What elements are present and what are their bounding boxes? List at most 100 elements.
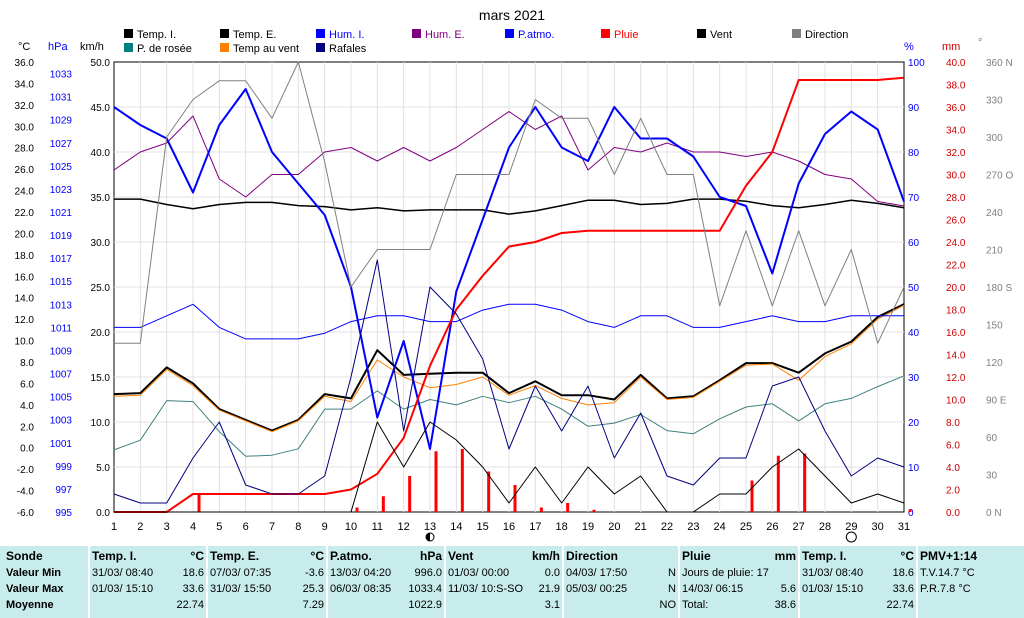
tick-temp: 10.0 [15,337,35,348]
tick-x: 28 [819,521,831,533]
tick-hpa: 1011 [50,323,72,334]
series-temp-i [114,198,905,215]
legend-swatch [792,29,801,38]
pmv-line: P.R.7.8 °C [920,583,971,595]
tick-deg: 360 N [986,58,1013,69]
tick-mm: 18.0 [946,306,966,317]
tick-temp: 4.0 [20,401,34,412]
series-rafales [113,259,905,504]
row-label: Valeur Max [6,583,64,595]
tick-deg: 150 [986,321,1003,332]
tick-mm: 16.0 [946,328,966,339]
tick-x: 14 [450,521,462,533]
tick-temp: 32.0 [15,101,35,112]
tick-temp: 22.0 [15,208,35,219]
value-avg-num: 38.6 [774,599,796,611]
tick-kmh: 35.0 [91,193,111,204]
tick-x: 3 [164,521,170,533]
unit-temp: °C [18,41,30,53]
value-min: 04/03/ 17:50 N [566,567,676,579]
value-avg: Total: 38.6 [682,599,796,611]
tick-hpa: 1025 [50,162,73,173]
tick-hum: 50 [908,283,920,294]
col-unit: mm [774,549,796,563]
tick-x: 6 [243,521,249,533]
tick-x: 10 [345,521,357,533]
panel-separator [798,546,800,618]
value-avg-num: 22.74 [886,599,914,611]
panel-separator [206,546,208,618]
tick-x: 16 [503,521,515,533]
grid [113,61,905,513]
row-label: Sonde [6,549,43,563]
tick-hpa: 1019 [50,231,73,242]
rain-bar [592,509,596,512]
summary-col-0: Temp. I. °C 31/03/ 08:40 18.6 01/03/ 15:10 33… [92,548,208,616]
tick-kmh: 0.0 [96,508,110,519]
tick-temp: 36.0 [15,58,35,69]
value-avg: 22.74 [92,597,208,613]
tick-hum: 70 [908,193,920,204]
value-min-num: 18.6 [892,567,914,579]
summary-col-6: Temp. I. °C 31/03/ 08:40 18.6 01/03/ 15:10 33… [802,548,918,616]
tick-x: 7 [269,521,275,533]
tick-x: 26 [766,521,778,533]
moon-full [845,531,857,543]
series-lines [113,61,905,513]
legend-label: Pluie [614,29,638,41]
value-max: 31/03/ 15:50 25.3 [210,583,324,595]
tick-x: 15 [477,521,489,533]
tick-mm: 14.0 [946,351,966,362]
tick-mm: 10.0 [946,396,966,407]
tick-x: 5 [216,521,222,533]
col-title: Direction [566,549,619,563]
pmv-line: T.V.14.7 °C [920,567,975,579]
rain-bar [434,451,438,512]
rain-bar [750,480,754,512]
value-avg: 3.1 [448,597,564,613]
pmv-box: PMV+1:14 T.V.14.7 °C P.R.7.8 °C [920,548,1020,616]
panel-separator [444,546,446,618]
tick-x: 20 [608,521,620,533]
tick-hpa: 999 [55,462,72,473]
weather-chart: mars 2021 Temp. I. Temp. E. Hum. I. Hum. E.… [15,7,1013,543]
legend-swatch [412,29,421,38]
tick-hpa: 1001 [50,439,73,450]
tick-deg: 270 O [986,171,1013,182]
value-min-num: 0.0 [544,567,560,579]
tick-hpa: 1027 [50,139,73,150]
tick-x: 19 [582,521,594,533]
legend-label: P. de rosée [137,43,192,55]
series-pluie [114,76,905,513]
moon-half [426,533,430,541]
panel-separator [678,546,680,618]
tick-kmh: 40.0 [91,148,111,159]
value-avg: 22.74 [802,597,918,613]
legend-swatch [316,43,325,52]
tick-temp: 18.0 [15,251,35,262]
value-max-num: 5.6 [780,583,796,595]
tick-hpa: 1029 [50,116,73,127]
tick-kmh: 50.0 [91,58,111,69]
col-unit: °C [190,549,204,563]
col-title: Vent km/h [448,549,560,563]
summary-col-1: Temp. E. °C 07/03/ 07:35 -3.6 31/03/ 15:50 25… [210,548,328,616]
tick-x: 12 [398,521,410,533]
value-min: Jours de pluie: 17 [682,567,769,579]
tick-deg: 60 [986,433,998,444]
row-label: Moyenne [6,599,54,611]
tick-temp: 34.0 [15,79,35,90]
series-p-de-ros-e [113,375,905,457]
tick-hum: 0 [908,508,914,519]
unit-mm: mm [942,41,960,53]
tick-temp: 20.0 [15,229,35,240]
tick-x: 4 [190,521,196,533]
tick-x: 30 [872,521,884,533]
tick-hpa: 1017 [50,254,73,265]
legend-swatch [220,43,229,52]
tick-temp: 14.0 [15,294,35,305]
rain-bar [355,507,359,512]
tick-hum: 90 [908,103,920,114]
rain-bar [803,453,807,512]
legend-swatch [124,43,133,52]
